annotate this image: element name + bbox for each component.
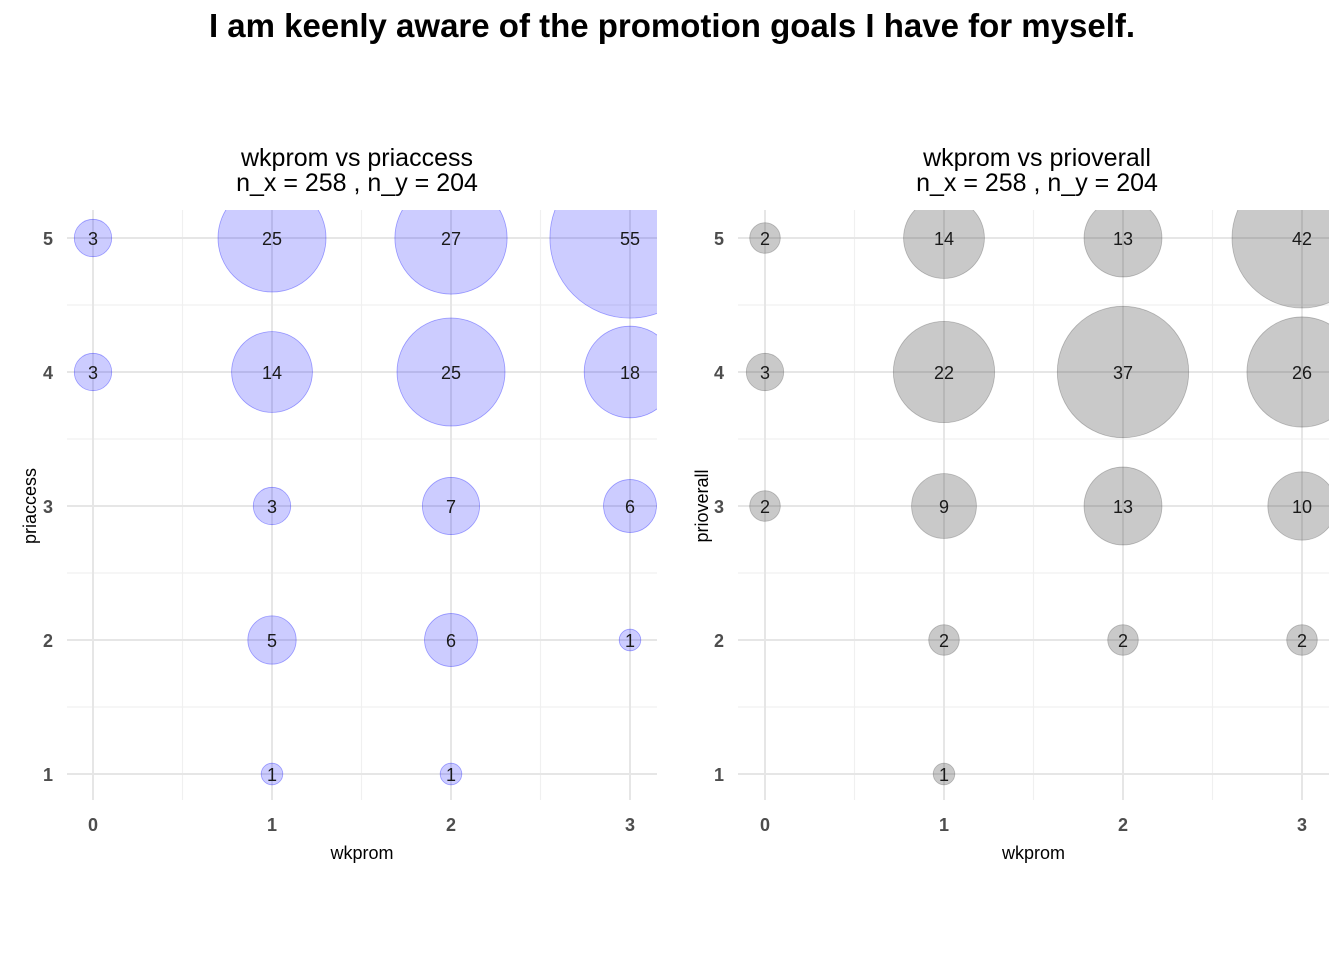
bubble-count-label: 5 xyxy=(267,631,277,651)
y-tick-label: 1 xyxy=(714,765,724,785)
bubble xyxy=(252,486,292,526)
bubble-count-label: 37 xyxy=(1113,363,1133,383)
bubble xyxy=(928,624,960,656)
bubble-count-label: 22 xyxy=(934,363,954,383)
bubble xyxy=(583,325,657,419)
bubble xyxy=(1083,210,1163,278)
x-tick-label: 1 xyxy=(267,815,277,835)
bubble xyxy=(394,210,508,295)
grid xyxy=(738,210,1329,800)
bubble-count-label: 1 xyxy=(267,765,277,785)
bubble-count-label: 3 xyxy=(88,363,98,383)
panel-title: wkprom vs prioverall xyxy=(922,144,1151,172)
bubble xyxy=(73,352,113,392)
x-tick-label: 0 xyxy=(760,815,770,835)
bubble xyxy=(1267,471,1329,541)
figure-title: I am keenly aware of the promotion goals… xyxy=(209,7,1135,44)
bubble-count-label: 26 xyxy=(1292,363,1312,383)
y-tick-label: 5 xyxy=(714,229,724,249)
bubble xyxy=(618,628,642,652)
y-tick-label: 5 xyxy=(43,229,53,249)
bubble xyxy=(247,615,297,665)
y-tick-label: 2 xyxy=(43,631,53,651)
y-tick-label: 4 xyxy=(43,363,53,383)
bubble xyxy=(549,210,657,319)
bubbles xyxy=(73,210,657,786)
bubble xyxy=(73,218,113,258)
y-tick-label: 2 xyxy=(714,631,724,651)
bubble-count-label: 2 xyxy=(1118,631,1128,651)
bubble xyxy=(260,762,284,786)
bubble-count-label: 2 xyxy=(1297,631,1307,651)
bubble-count-label: 1 xyxy=(939,765,949,785)
y-axis-label: priaccess xyxy=(20,468,40,544)
bubble-count-label: 7 xyxy=(446,497,456,517)
bubble-count-label: 1 xyxy=(625,631,635,651)
bubble xyxy=(1246,316,1329,428)
bubble-count-label: 1 xyxy=(446,765,456,785)
x-tick-label: 3 xyxy=(625,815,635,835)
bubble xyxy=(892,320,996,424)
bubble-count-label: 10 xyxy=(1292,497,1312,517)
bubble xyxy=(911,473,977,539)
bubble xyxy=(422,477,480,535)
bubble xyxy=(396,317,506,427)
bubble xyxy=(1056,305,1190,439)
y-axis-label: prioverall xyxy=(692,469,712,542)
panel-subtitle: n_x = 258 , n_y = 204 xyxy=(916,169,1158,197)
bubble xyxy=(424,613,478,667)
bubble xyxy=(231,331,313,413)
bubble xyxy=(749,222,781,254)
y-tick-label: 3 xyxy=(714,497,724,517)
bubble-count-label: 3 xyxy=(88,229,98,249)
y-tick-label: 3 xyxy=(43,497,53,517)
panel-title: wkprom vs priaccess xyxy=(240,144,473,172)
bubble xyxy=(749,490,781,522)
grid xyxy=(67,210,657,800)
bubble-count-label: 2 xyxy=(939,631,949,651)
bubble-count-label: 9 xyxy=(939,497,949,517)
panel-subtitle: n_x = 258 , n_y = 204 xyxy=(236,169,478,197)
bubble-count-label: 25 xyxy=(262,229,282,249)
bubble xyxy=(932,762,956,786)
bubble-count-label: 3 xyxy=(267,497,277,517)
x-tick-label: 3 xyxy=(1297,815,1307,835)
bubble-count-label: 55 xyxy=(620,229,640,249)
y-tick-label: 1 xyxy=(43,765,53,785)
bubble xyxy=(903,210,985,279)
bubble xyxy=(1083,466,1163,546)
bubble xyxy=(745,352,785,392)
bubble-count-label: 3 xyxy=(760,363,770,383)
bubble xyxy=(1107,624,1139,656)
bubble-count-label: 13 xyxy=(1113,497,1133,517)
bubble-count-label: 2 xyxy=(760,497,770,517)
bubble xyxy=(1231,210,1329,309)
x-tick-label: 1 xyxy=(939,815,949,835)
bubble-count-label: 25 xyxy=(441,363,461,383)
bubble xyxy=(217,210,327,293)
bubble-count-label: 6 xyxy=(446,631,456,651)
bubble-count-label: 14 xyxy=(262,363,282,383)
x-tick-label: 0 xyxy=(88,815,98,835)
bubbles xyxy=(745,210,1329,786)
y-tick-label: 4 xyxy=(714,363,724,383)
bubble xyxy=(439,762,463,786)
x-axis-label: wkprom xyxy=(1001,843,1065,863)
bubble-count-label: 18 xyxy=(620,363,640,383)
bubble xyxy=(603,479,657,533)
x-tick-label: 2 xyxy=(1118,815,1128,835)
bubble xyxy=(1286,624,1318,656)
x-axis-label: wkprom xyxy=(329,843,393,863)
bubble-count-label: 6 xyxy=(625,497,635,517)
x-tick-label: 2 xyxy=(446,815,456,835)
bubble-count-label: 2 xyxy=(760,229,770,249)
bubble-count-label: 27 xyxy=(441,229,461,249)
bubble-count-label: 13 xyxy=(1113,229,1133,249)
bubble-count-label: 42 xyxy=(1292,229,1312,249)
bubble-count-label: 14 xyxy=(934,229,954,249)
